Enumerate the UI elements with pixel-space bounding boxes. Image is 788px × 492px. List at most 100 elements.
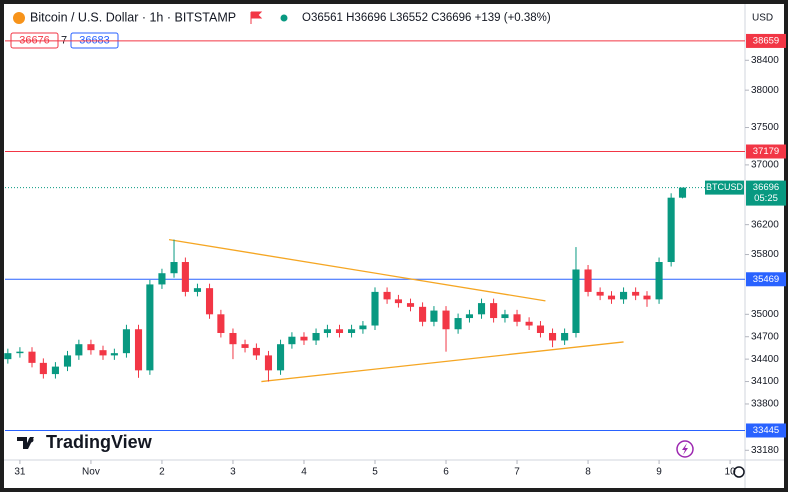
candle-body [536,325,545,333]
candle-body [490,303,498,319]
candle-body [655,262,663,300]
level-label-box [746,423,786,438]
candle-body [241,344,249,348]
candle-body [430,310,438,322]
candle-body [288,336,296,345]
candle-body [454,318,462,330]
candle-body [584,269,592,292]
status-dot [280,14,288,22]
x-tick-label: 3 [230,467,236,478]
y-tick-label: 37000 [751,160,779,171]
currency-label: USD [752,13,773,24]
spread: 7 [61,34,67,46]
y-tick-label: 38000 [751,85,779,96]
candle-body [359,325,367,330]
candle-body [134,329,143,371]
candle-body [28,351,36,363]
candle-body [99,350,107,356]
level-label: 38659 [753,35,779,46]
level-label-box [746,272,786,287]
candle-body [561,332,569,341]
last-price-label: 36696 [753,182,779,193]
level-label-box [746,33,786,48]
candle-body [63,355,72,367]
candle-body [75,344,83,356]
candle-body [4,353,12,360]
y-tick-label: 34700 [751,331,779,342]
candle-body [383,291,391,300]
candle-body [300,336,308,341]
level-label: 33445 [753,425,779,436]
candle-body [632,291,640,296]
trendline [168,238,546,302]
y-tick-label: 37500 [751,122,779,133]
level-label: 35469 [753,274,779,285]
candle-body [620,291,628,300]
x-tick-label: 8 [585,467,591,478]
candle-body [548,332,557,341]
candle-body [678,187,687,198]
candle-body [513,314,521,322]
x-tick-label: 2 [159,467,165,478]
candle-body [16,351,24,354]
candle-body [406,303,415,307]
candle-body [276,344,285,371]
candle-body [51,366,59,375]
y-tick-label: 35800 [751,249,779,260]
btc-icon [13,12,25,24]
candle-body [87,344,95,351]
y-tick-label: 34100 [751,376,779,387]
x-tick-label: 10 [725,467,737,478]
candle-body [170,262,178,274]
candle-body [217,314,225,333]
candle-body [394,299,402,304]
candle-body [229,332,237,345]
candle-body [419,306,427,322]
y-tick-label: 34400 [751,354,779,365]
candle-body [643,295,651,300]
symbol-label: BTCUSD [706,182,744,192]
candle-body [465,314,474,319]
candle-body [312,332,320,341]
candle-body [348,329,356,333]
settings-button[interactable] [733,466,745,478]
x-tick-label: 7 [514,467,520,478]
ohlc-text: O36561 H36696 L36552 C36696 +139 (+0.38%… [302,12,551,24]
candle-body [39,362,47,375]
candle-body [110,353,118,356]
x-tick-label: 9 [656,467,662,478]
x-tick-label: Nov [82,467,100,478]
candle-body [146,284,154,371]
level-label: 37179 [753,146,779,157]
candle-body [122,329,130,354]
candle-body [477,303,486,315]
trendline [261,341,624,383]
chart-background [4,4,784,488]
ask-price: 36683 [79,34,110,46]
candle-body [252,347,260,356]
y-tick-label: 36200 [751,219,779,230]
x-tick-label: 5 [372,467,378,478]
y-tick-label: 38400 [751,55,779,66]
countdown-label: 05:25 [754,193,778,204]
candle-body [442,310,450,330]
candle-body [193,288,202,292]
candle-body [525,321,533,326]
y-tick-label: 35000 [751,309,779,320]
candle-body [607,295,616,300]
brand-icon-dot [28,437,34,443]
x-tick-label: 4 [301,467,307,478]
level-label-box [746,144,786,159]
candle-body [264,355,273,371]
x-tick-label: 31 [14,467,26,478]
symbol-label-box [705,180,744,195]
candle-body [181,262,189,292]
candle-body [205,288,214,315]
y-tick-label: 33180 [751,445,779,456]
bid-price: 36676 [19,34,50,46]
candle-body [371,291,379,326]
last-price-box [746,180,786,206]
x-tick-label: 6 [443,467,449,478]
candle-body [158,273,166,285]
